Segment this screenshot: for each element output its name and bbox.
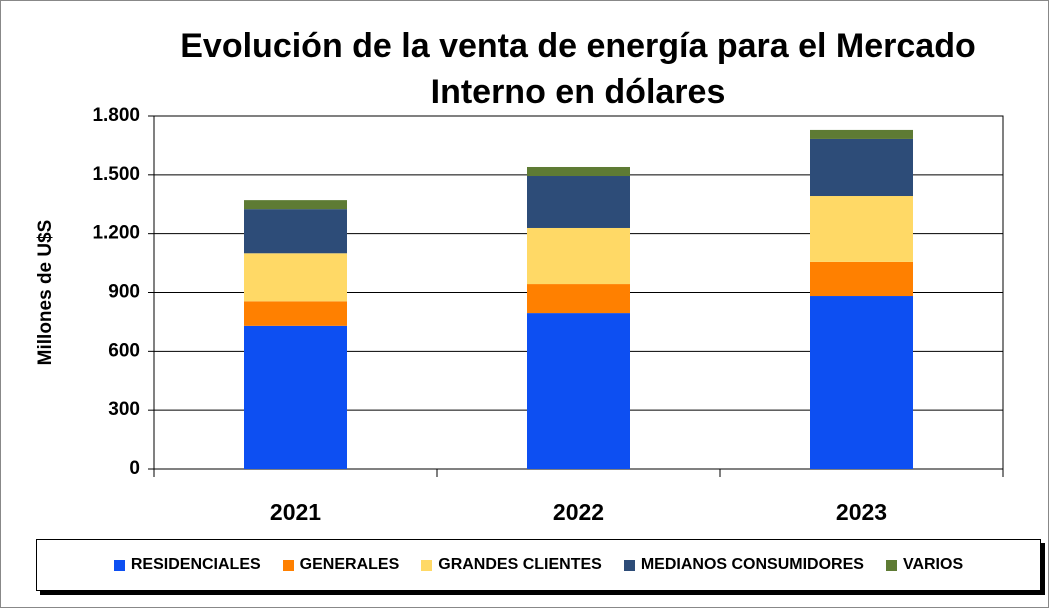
legend-label: RESIDENCIALES — [130, 556, 261, 573]
legend: RESIDENCIALES GENERALES GRANDES CLIENTES ME… — [36, 539, 1041, 591]
legend-label: MEDIANOS CONSUMIDORES — [640, 556, 864, 573]
x-tick-label: 2021 — [270, 499, 321, 525]
bar-segment — [810, 261, 913, 297]
y-axis-label: Millones de U$S — [35, 220, 56, 366]
legend-item: GENERALES — [282, 556, 400, 574]
bar-segment — [244, 253, 347, 302]
bar-segment — [810, 138, 913, 197]
bar-segment — [244, 209, 347, 254]
legend-swatch — [421, 559, 433, 571]
legend-item: MEDIANOS CONSUMIDORES — [623, 556, 864, 574]
bar-segment — [527, 166, 630, 177]
y-tick-label: 0 — [129, 458, 140, 479]
legend-item: RESIDENCIALES — [113, 556, 261, 574]
bar-segment — [244, 200, 347, 210]
y-tick-label: 1.500 — [92, 164, 140, 185]
y-tick-label: 900 — [108, 282, 140, 303]
bar-segment — [244, 325, 347, 469]
x-tick-label: 2023 — [836, 499, 887, 525]
y-tick-label: 300 — [108, 399, 140, 420]
bar-segment — [810, 196, 913, 262]
legend-swatch — [623, 559, 635, 571]
y-tick-label: 1.800 — [92, 105, 140, 126]
bar-segment — [527, 284, 630, 314]
y-tick-label: 1.200 — [92, 223, 140, 244]
legend-swatch — [113, 559, 125, 571]
y-tick-label: 600 — [108, 340, 140, 361]
x-tick-label: 2022 — [553, 499, 604, 525]
legend-swatch — [282, 559, 294, 571]
legend-label: VARIOS — [902, 556, 964, 573]
bar-segment — [244, 301, 347, 326]
bar-segment — [527, 227, 630, 285]
legend-item: VARIOS — [885, 556, 964, 574]
chart-title: Evolución de la venta de energía para el… — [180, 27, 976, 111]
legend-item: GRANDES CLIENTES — [421, 556, 602, 574]
legend-label: GRANDES CLIENTES — [438, 556, 602, 573]
legend-label: GENERALES — [299, 556, 400, 573]
bar-segment — [810, 296, 913, 469]
legend-swatch — [885, 559, 897, 571]
bar-segment — [527, 176, 630, 228]
bar-segment — [527, 313, 630, 469]
bar-segment — [810, 129, 913, 139]
